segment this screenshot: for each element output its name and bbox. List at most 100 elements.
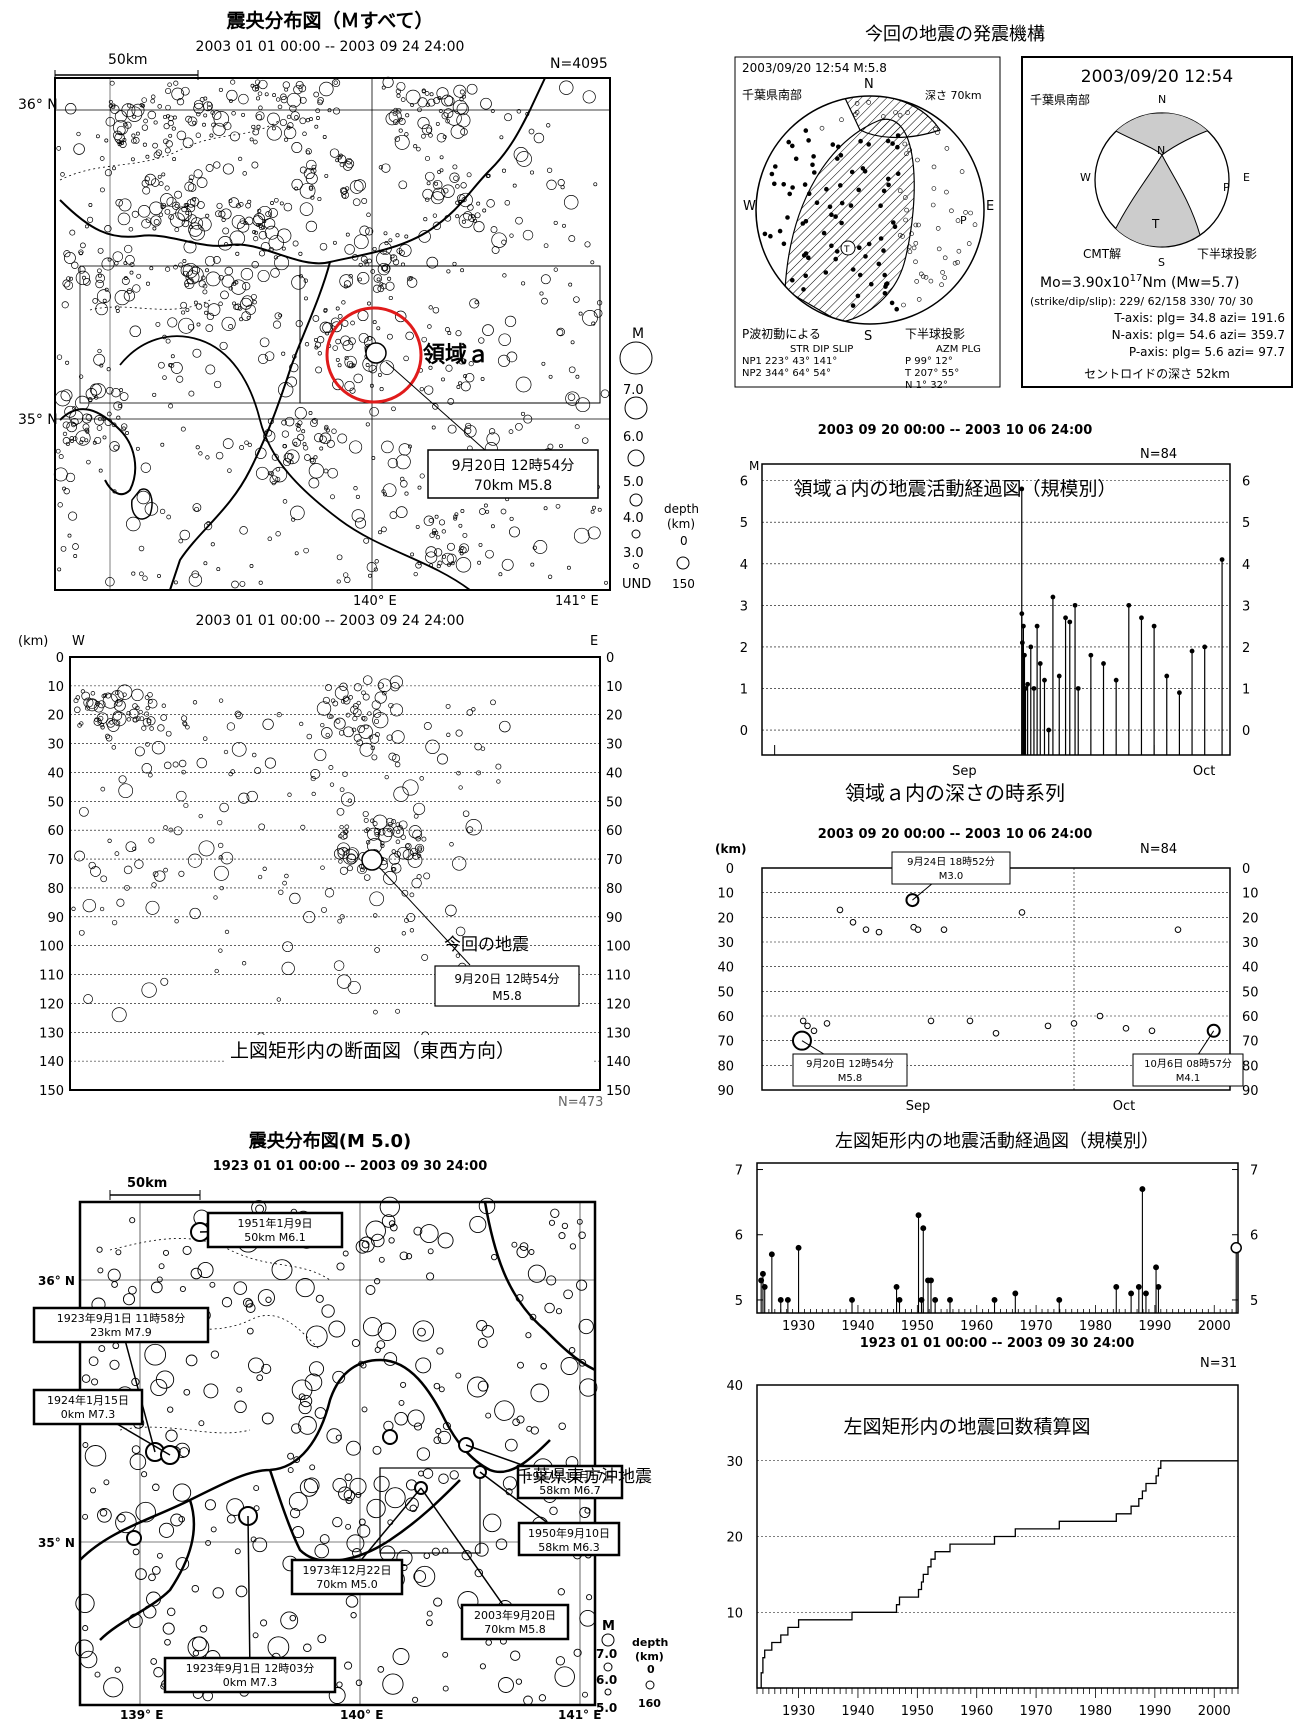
polarity-mark — [944, 189, 949, 195]
chart1-point — [823, 1020, 831, 1027]
epicenter-mark — [265, 1296, 272, 1303]
epicenter-mark — [303, 1643, 312, 1653]
epicenter-mark — [460, 182, 467, 189]
epicenter-mark — [521, 281, 526, 286]
epicenter-mark — [158, 361, 165, 369]
polarity-mark — [913, 222, 919, 228]
epicenter-mark — [211, 110, 222, 120]
map2-scale-label: 50km — [127, 1176, 167, 1191]
chart0-point — [1126, 602, 1132, 608]
epicenter-mark — [258, 580, 263, 585]
map2-callout-line1: 1950年9月10日 — [528, 1526, 610, 1540]
hypocenter-mark — [405, 843, 410, 848]
large-epicenter-mark — [126, 1530, 142, 1546]
epicenter-mark — [158, 1522, 175, 1538]
epicenter-mark — [231, 214, 246, 229]
epicenter-mark — [394, 310, 407, 323]
hypocenter-mark — [281, 961, 295, 976]
epicenter-mark — [352, 198, 361, 207]
epicenter-mark — [332, 1516, 343, 1528]
polarity-mark — [834, 156, 840, 161]
epicenter-mark — [160, 193, 174, 207]
map1-coastline — [59, 77, 546, 265]
epicenter-mark — [335, 357, 340, 362]
hypocenter-mark — [178, 870, 185, 877]
epicenter-mark — [405, 1253, 413, 1260]
polarity-mark — [944, 146, 950, 151]
chart1-title: 領域ａ内の深さの時系列 — [845, 781, 1065, 805]
epicenter-mark — [461, 197, 467, 203]
epicenter-mark — [604, 580, 608, 585]
epicenter-mark — [491, 246, 500, 254]
epicenter-mark — [191, 570, 200, 579]
map2-callout-line1: 1973年12月22日 — [303, 1563, 392, 1577]
epicenter-mark — [355, 1491, 362, 1498]
epicenter-mark — [337, 433, 348, 444]
polarity-mark — [930, 202, 936, 208]
hypocenter-mark — [114, 851, 120, 856]
epicenter-mark — [433, 1382, 441, 1390]
epicenter-mark — [490, 524, 495, 529]
map2-callout-box — [32, 1388, 144, 1426]
epicenter-mark — [56, 146, 62, 151]
hypocenter-mark — [111, 745, 117, 750]
epicenter-mark — [382, 264, 391, 273]
epicenter-mark — [253, 213, 266, 225]
epicenter-mark — [346, 1534, 365, 1553]
hypocenter-mark — [466, 709, 474, 716]
hypocenter-mark — [409, 847, 419, 856]
epicenter-mark — [563, 1289, 573, 1300]
epicenter-mark — [88, 398, 93, 403]
hypocenter-mark — [282, 880, 287, 886]
hypocenter-mark — [338, 730, 345, 736]
hypocenter-mark — [213, 895, 218, 900]
epicenter-mark — [252, 300, 257, 305]
epicenter-mark — [449, 172, 460, 183]
chart1-point — [1148, 1027, 1156, 1035]
epicenter-mark — [165, 140, 173, 148]
epicenter-mark — [381, 526, 387, 533]
chart2-ytick: 6 — [735, 1229, 743, 1244]
epicenter-mark — [287, 122, 294, 129]
epicenter-mark — [544, 1302, 555, 1314]
map2-callout-box — [290, 1558, 404, 1596]
hypocenter-mark — [160, 714, 168, 721]
hypocenter-mark — [182, 721, 188, 727]
hypocenter-mark — [90, 866, 101, 877]
epicenter-mark — [439, 155, 444, 160]
epicenter-mark — [372, 320, 377, 325]
epicenter-mark — [573, 1648, 582, 1657]
epicenter-mark — [435, 535, 441, 540]
hypocenter-mark — [321, 906, 327, 913]
epicenter-mark — [207, 105, 212, 111]
epicenter-mark — [425, 546, 437, 558]
epicenter-mark — [480, 377, 485, 381]
epicenter-mark — [69, 276, 73, 281]
chart2-point — [1139, 1186, 1146, 1193]
epicenter-mark — [338, 153, 343, 158]
epicenter-mark — [257, 208, 262, 213]
polarity-mark — [803, 273, 809, 279]
epicenter-mark — [188, 174, 195, 181]
chart1-ytick-right: 10 — [1242, 887, 1259, 902]
epicenter-mark — [515, 1294, 524, 1303]
epicenter-mark — [415, 1357, 432, 1374]
hypocenter-mark — [445, 703, 451, 709]
epicenter-mark — [495, 1538, 508, 1550]
epicenter-mark — [392, 258, 400, 266]
epicenter-mark — [558, 1422, 566, 1430]
epicenter-mark — [340, 335, 351, 346]
epicenter-mark — [136, 273, 142, 279]
epicenter-mark — [282, 457, 292, 467]
epicenter-mark — [260, 1619, 268, 1627]
epicenter-mark — [168, 115, 174, 122]
pwave-region: 千葉県南部 — [742, 87, 802, 102]
epicenter-mark — [360, 255, 368, 263]
hypocenter-mark — [224, 929, 230, 935]
hypocenter-mark — [115, 699, 123, 707]
hypocenter-mark — [152, 871, 159, 877]
chart1-ytick: 0 — [726, 862, 734, 877]
epicenter-mark — [358, 262, 363, 267]
map2-lon141: 141° E — [558, 1708, 601, 1720]
hypocenter-mark — [132, 703, 138, 709]
